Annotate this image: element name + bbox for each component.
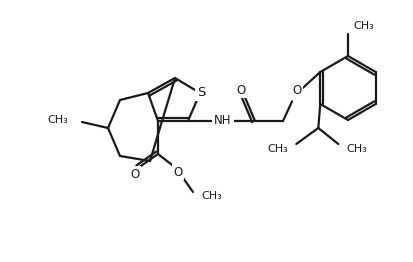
Text: O: O — [173, 166, 182, 178]
Text: CH₃: CH₃ — [345, 144, 366, 154]
Text: CH₃: CH₃ — [267, 144, 287, 154]
Text: S: S — [196, 86, 205, 100]
Text: O: O — [130, 167, 139, 181]
Text: O: O — [236, 84, 245, 96]
Text: O: O — [292, 85, 301, 97]
Text: CH₃: CH₃ — [201, 191, 221, 201]
Text: NH: NH — [214, 114, 231, 128]
Text: CH₃: CH₃ — [47, 115, 68, 125]
Text: CH₃: CH₃ — [352, 21, 373, 31]
